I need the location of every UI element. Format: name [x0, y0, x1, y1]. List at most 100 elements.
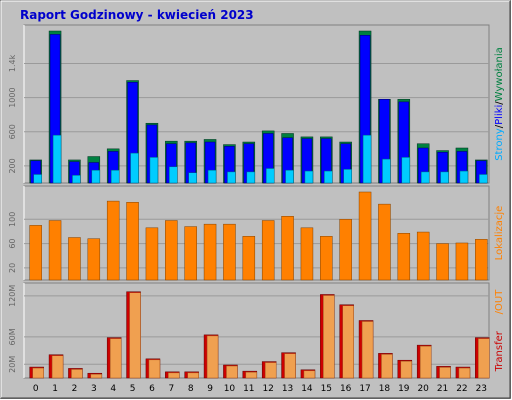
bar-transfer-in [187, 372, 199, 379]
bar-strony [110, 169, 120, 184]
bar-lokalizacje [203, 223, 217, 281]
bar-lokalizacje [223, 223, 236, 281]
x-tick-label: 15 [321, 384, 332, 394]
bar-lokalizacje [145, 227, 159, 281]
bar-strony [188, 172, 197, 184]
transfer-legend-part: Transfer [494, 330, 505, 372]
x-tick-label: 12 [262, 384, 273, 394]
hits-legend-part: / [494, 101, 505, 105]
bar-transfer-in [168, 372, 180, 379]
x-tick-label: 20 [417, 384, 429, 394]
transfer-legend-part: IN [494, 318, 505, 328]
hits-ytick-label: 600 [8, 124, 17, 139]
bar-transfer-in [439, 367, 451, 379]
x-tick-label: 16 [340, 384, 352, 394]
x-tick-label: 11 [243, 384, 254, 394]
hits-legend-label: Strony/Pliki/Wywołania [494, 47, 505, 161]
x-tick-label: 1 [52, 384, 58, 394]
bar-lokalizacje [48, 220, 62, 281]
hits-legend-part: Wywołania [494, 47, 505, 101]
hits-legend-part: Pliki [494, 105, 505, 125]
bar-strony [304, 170, 314, 184]
bar-transfer-in [419, 345, 432, 379]
hits-legend-part: Strony [494, 128, 505, 161]
bar-transfer-in [109, 338, 122, 379]
bar-lokalizacje [106, 200, 120, 281]
hits-legend-part: / [494, 124, 505, 128]
bar-transfer-in [458, 367, 471, 379]
hits-ytick-label: 1.4k [8, 54, 17, 72]
bar-lokalizacje [126, 202, 139, 281]
x-axis-hour-labels: 0 1 2 3 4 5 6 7 8 9 10 11 12 13 14 15 16 17 18 19 20 21 22 23 [33, 384, 487, 394]
bar-strony [420, 171, 430, 184]
x-tick-label: 3 [91, 384, 97, 394]
bar-transfer-in [226, 365, 238, 379]
x-tick-label: 23 [476, 384, 487, 394]
x-tick-label: 4 [110, 384, 116, 394]
bar-transfer-in [206, 335, 219, 379]
bar-transfer-in [148, 359, 161, 379]
x-tick-label: 6 [149, 384, 155, 394]
bar-lokalizacje [165, 220, 178, 281]
visits-ytick-label: 100 [8, 212, 17, 227]
bar-transfer-in [129, 292, 141, 379]
bar-transfer-in [264, 362, 277, 379]
transfer-ytick-label: 120M [8, 285, 17, 307]
x-tick-label: 14 [301, 384, 313, 394]
bar-lokalizacje [184, 226, 197, 281]
bar-strony [265, 168, 275, 184]
bar-lokalizacje [300, 227, 314, 281]
x-tick-label: 9 [207, 384, 213, 394]
x-tick-label: 10 [224, 384, 236, 394]
transfer-ytick-label: 60M [8, 328, 17, 345]
bar-strony [324, 170, 333, 184]
bar-strony [169, 166, 178, 184]
x-tick-label: 7 [168, 384, 174, 394]
x-tick-label: 13 [282, 384, 293, 394]
bar-lokalizacje [416, 231, 430, 281]
bar-transfer-in [478, 338, 490, 379]
x-tick-label: 17 [359, 384, 370, 394]
bar-lokalizacje [87, 238, 101, 281]
bar-lokalizacje [436, 243, 449, 281]
bar-strony [149, 157, 159, 184]
bar-lokalizacje [455, 242, 469, 281]
bar-strony [285, 169, 294, 184]
x-tick-label: 5 [130, 384, 136, 394]
hits-ytick-label: 200 [8, 158, 17, 173]
visits-ytick-label: 60 [8, 238, 17, 248]
x-tick-label: 18 [379, 384, 391, 394]
bar-transfer-in [32, 367, 44, 379]
bar-transfer-in [361, 321, 374, 379]
bar-strony [207, 169, 217, 184]
x-tick-label: 19 [398, 384, 410, 394]
bar-transfer-in [71, 369, 83, 379]
hits-ytick-label: 1000 [8, 87, 17, 107]
bar-strony [130, 152, 139, 184]
bar-strony [479, 174, 488, 184]
bar-transfer-in [90, 373, 103, 379]
bar-transfer-in [245, 371, 258, 379]
transfer-ytick-label: 20M [8, 356, 17, 373]
visits-plot-area [23, 185, 490, 281]
bar-lokalizacje [358, 191, 372, 281]
bar-strony [382, 158, 391, 184]
visits-legend-label: Lokalizacje [494, 206, 505, 261]
x-tick-label: 0 [33, 384, 39, 394]
transfer-legend-label: Transfer IN /OUT [494, 289, 505, 373]
bar-strony [52, 134, 62, 184]
chart-title: Raport Godzinowy - kwiecień 2023 [20, 8, 254, 22]
bar-strony [227, 171, 236, 184]
x-tick-label: 8 [188, 384, 194, 394]
visits-legend-part: Lokalizacje [494, 206, 505, 261]
bar-strony [401, 157, 411, 184]
bar-lokalizacje [29, 225, 42, 281]
bar-transfer-in [323, 295, 335, 379]
x-tick-label: 22 [456, 384, 467, 394]
bar-transfer-in [381, 354, 393, 379]
bar-lokalizacje [261, 220, 275, 281]
bar-strony [440, 171, 449, 184]
bar-strony [343, 169, 352, 184]
